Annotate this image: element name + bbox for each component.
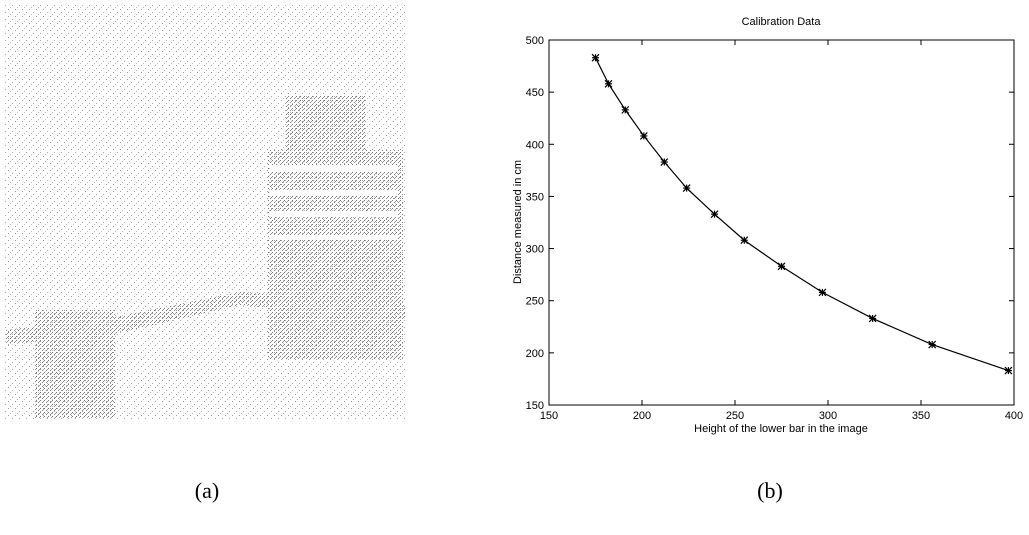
x-tick-label: 200 bbox=[633, 410, 651, 422]
y-tick-label: 450 bbox=[526, 87, 544, 99]
marker-stroke bbox=[682, 184, 691, 193]
y-axis-label: Distance measured in cm bbox=[512, 160, 524, 284]
data-marker bbox=[928, 340, 937, 349]
x-tick-label: 350 bbox=[912, 410, 930, 422]
x-tick-label: 150 bbox=[540, 410, 558, 422]
marker-stroke bbox=[591, 53, 600, 62]
marker-stroke bbox=[928, 340, 937, 349]
caption: (b) bbox=[757, 478, 783, 503]
data-marker bbox=[682, 184, 691, 193]
photo-sketch bbox=[5, 5, 405, 420]
data-marker bbox=[740, 236, 749, 245]
data-marker bbox=[604, 79, 613, 88]
y-tick-label: 200 bbox=[526, 348, 544, 360]
caption: (a) bbox=[195, 478, 219, 503]
marker-stroke bbox=[660, 158, 669, 166]
marker-stroke bbox=[1004, 366, 1013, 375]
data-marker bbox=[591, 53, 600, 62]
x-axis-label: Height of the lower bar in the image bbox=[694, 423, 868, 435]
marker-stroke bbox=[777, 262, 786, 271]
y-tick-label: 500 bbox=[526, 35, 544, 47]
data-marker bbox=[621, 105, 630, 114]
marker-stroke bbox=[604, 79, 613, 88]
x-tick-label: 250 bbox=[726, 410, 744, 422]
y-tick-label: 250 bbox=[526, 296, 544, 308]
y-tick-label: 300 bbox=[526, 244, 544, 256]
x-tick-label: 400 bbox=[1005, 410, 1023, 422]
chart-title: Calibration Data bbox=[742, 16, 822, 28]
y-tick-label: 400 bbox=[526, 139, 544, 151]
y-tick-label: 150 bbox=[526, 400, 544, 412]
data-marker bbox=[710, 210, 719, 219]
data-marker bbox=[777, 262, 786, 271]
marker-stroke bbox=[868, 314, 877, 323]
marker-stroke bbox=[818, 288, 827, 297]
y-tick-label: 350 bbox=[526, 191, 544, 203]
data-marker bbox=[868, 314, 877, 323]
marker-stroke bbox=[621, 105, 630, 114]
data-line bbox=[594, 57, 1009, 372]
marker-stroke bbox=[710, 210, 719, 219]
data-marker bbox=[660, 158, 669, 166]
marker-stroke bbox=[740, 236, 749, 245]
x-tick-label: 300 bbox=[819, 410, 837, 422]
plot-frame bbox=[548, 39, 1015, 406]
data-marker bbox=[818, 288, 827, 297]
marker-stroke bbox=[639, 132, 648, 140]
data-marker bbox=[1004, 366, 1013, 375]
data-marker bbox=[639, 132, 648, 140]
